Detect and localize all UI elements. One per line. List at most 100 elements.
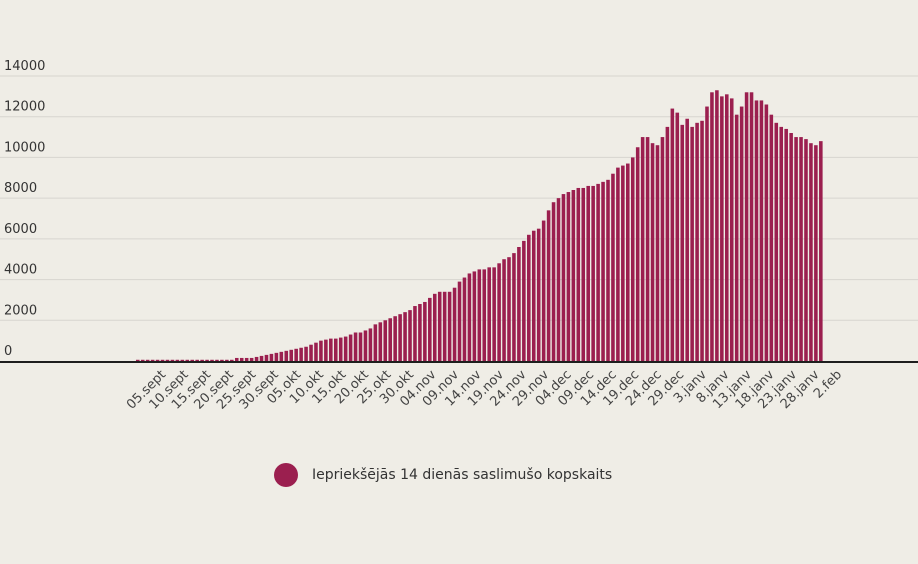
bar: [522, 240, 526, 361]
y-tick-label: 12000: [4, 100, 45, 115]
bar: [175, 359, 180, 361]
bar: [809, 143, 813, 361]
bar: [259, 355, 264, 361]
bar: [358, 332, 363, 361]
bar: [378, 322, 383, 361]
bar: [601, 181, 605, 361]
bar: [502, 259, 506, 361]
bar: [621, 165, 625, 361]
bar: [517, 247, 521, 361]
bar: [195, 359, 199, 361]
bar: [739, 106, 744, 361]
bar: [586, 185, 590, 361]
bar: [205, 359, 209, 361]
y-tick-label: 6000: [4, 222, 37, 237]
x-axis-labels: 05.sept10.sept15.sept20.sept25.sept30.se…: [124, 367, 845, 412]
bar: [418, 304, 422, 361]
bar: [324, 339, 328, 362]
bar: [527, 234, 531, 361]
bar: [393, 316, 397, 361]
bar: [319, 340, 323, 361]
bar: [675, 112, 680, 361]
bar: [705, 106, 709, 361]
bar: [249, 357, 254, 361]
bar: [467, 273, 472, 361]
bar: [234, 357, 239, 361]
bar: [734, 114, 739, 362]
bar: [408, 310, 412, 361]
bar: [190, 359, 195, 361]
bar: [571, 190, 576, 361]
legend-label: Iepriekšējās 14 dienās saslimušo kopskai…: [312, 467, 613, 483]
bar: [630, 157, 635, 361]
bar: [210, 359, 214, 361]
bar: [284, 350, 289, 361]
y-tick-label: 4000: [4, 263, 37, 278]
bar: [472, 271, 477, 361]
bar: [136, 359, 140, 361]
bar: [784, 128, 788, 361]
bar: [348, 334, 353, 361]
y-tick-label: 10000: [4, 140, 45, 155]
grid-lines: [0, 75, 918, 321]
y-tick-label: 2000: [4, 303, 37, 318]
bar: [710, 92, 714, 361]
bar: [729, 98, 734, 361]
bar: [720, 96, 724, 362]
bar: [482, 269, 487, 361]
bar: [373, 324, 378, 361]
bar: [413, 306, 417, 361]
bar: [764, 104, 769, 361]
bar: [279, 351, 284, 361]
bar: [680, 124, 685, 361]
bar: [635, 147, 640, 361]
bar: [254, 356, 259, 361]
bar: [140, 359, 145, 361]
bar: [239, 357, 244, 361]
bar: [309, 344, 313, 361]
bar: [155, 359, 160, 361]
bar: [487, 267, 491, 361]
bar: [160, 359, 165, 361]
bar: [150, 359, 155, 361]
bar: [447, 291, 452, 361]
bar: [428, 297, 432, 361]
bar: [220, 359, 224, 361]
bar: [581, 187, 586, 361]
bar: [611, 173, 615, 361]
bar: [230, 359, 234, 361]
bar: [566, 192, 571, 361]
bar: [244, 357, 249, 361]
bar: [388, 318, 392, 361]
bar: [576, 187, 581, 361]
bar: [769, 114, 774, 362]
bar: [200, 359, 204, 361]
bar: [715, 90, 719, 361]
bar: [665, 126, 670, 361]
legend-dot-icon: [274, 463, 298, 487]
bar: [512, 253, 516, 361]
bar: [398, 314, 402, 361]
y-tick-label: 14000: [4, 59, 45, 74]
bar: [403, 312, 407, 361]
bar: [814, 145, 818, 361]
bar: [670, 108, 675, 361]
bar: [294, 348, 298, 361]
bar: [180, 359, 185, 361]
bar: [462, 277, 467, 361]
bar: [655, 145, 660, 361]
bar: [145, 359, 150, 361]
bar: [685, 118, 689, 361]
bar: [343, 336, 348, 361]
bar: [269, 353, 274, 362]
bar: [754, 100, 759, 362]
bar: [616, 167, 620, 361]
bar: [437, 291, 442, 361]
bar: [165, 359, 170, 361]
bar: [700, 120, 704, 361]
bar: [338, 337, 343, 361]
bar: [432, 293, 437, 361]
bar: [744, 92, 749, 361]
bar: [606, 179, 610, 361]
